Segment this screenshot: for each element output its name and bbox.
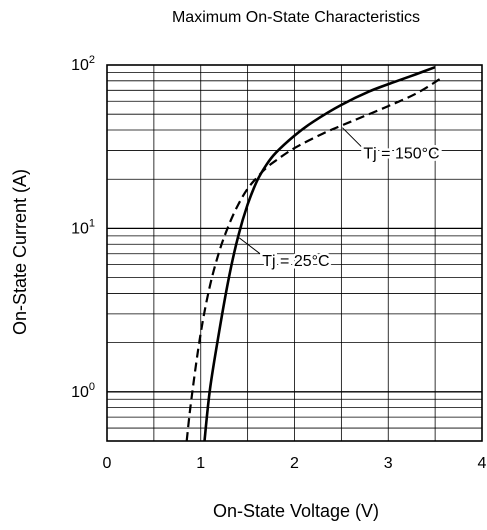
x-tick-label: 2 bbox=[290, 455, 299, 472]
y-tick-label: 102 bbox=[71, 54, 95, 74]
x-axis-label: On-State Voltage (V) bbox=[213, 501, 379, 521]
series-line-tj-150-c bbox=[185, 78, 441, 442]
y-tick-label: 100 bbox=[71, 381, 95, 401]
tick-labels: 0 1 2 3 4 100 101 102 bbox=[71, 54, 486, 472]
chart-title: Maximum On-State Characteristics bbox=[172, 9, 420, 26]
annotation-label: Tj = 150°C bbox=[363, 146, 439, 163]
y-tick-label: 101 bbox=[71, 217, 95, 237]
y-axis-label: On-State Current (A) bbox=[10, 169, 30, 335]
annotation-leader-line bbox=[342, 127, 362, 148]
x-tick-label: 0 bbox=[103, 455, 112, 472]
annotations: Tj = 150°C Tj = 25°C bbox=[238, 127, 442, 272]
series-line-tj-25-c bbox=[203, 65, 436, 442]
x-tick-label: 3 bbox=[384, 455, 393, 472]
annotation-leader-line bbox=[238, 237, 261, 255]
annotation-label: Tj = 25°C bbox=[262, 253, 329, 270]
plot-frame bbox=[106, 64, 483, 442]
series-layer bbox=[185, 65, 441, 442]
x-tick-label: 1 bbox=[196, 455, 205, 472]
x-tick-label: 4 bbox=[478, 455, 487, 472]
